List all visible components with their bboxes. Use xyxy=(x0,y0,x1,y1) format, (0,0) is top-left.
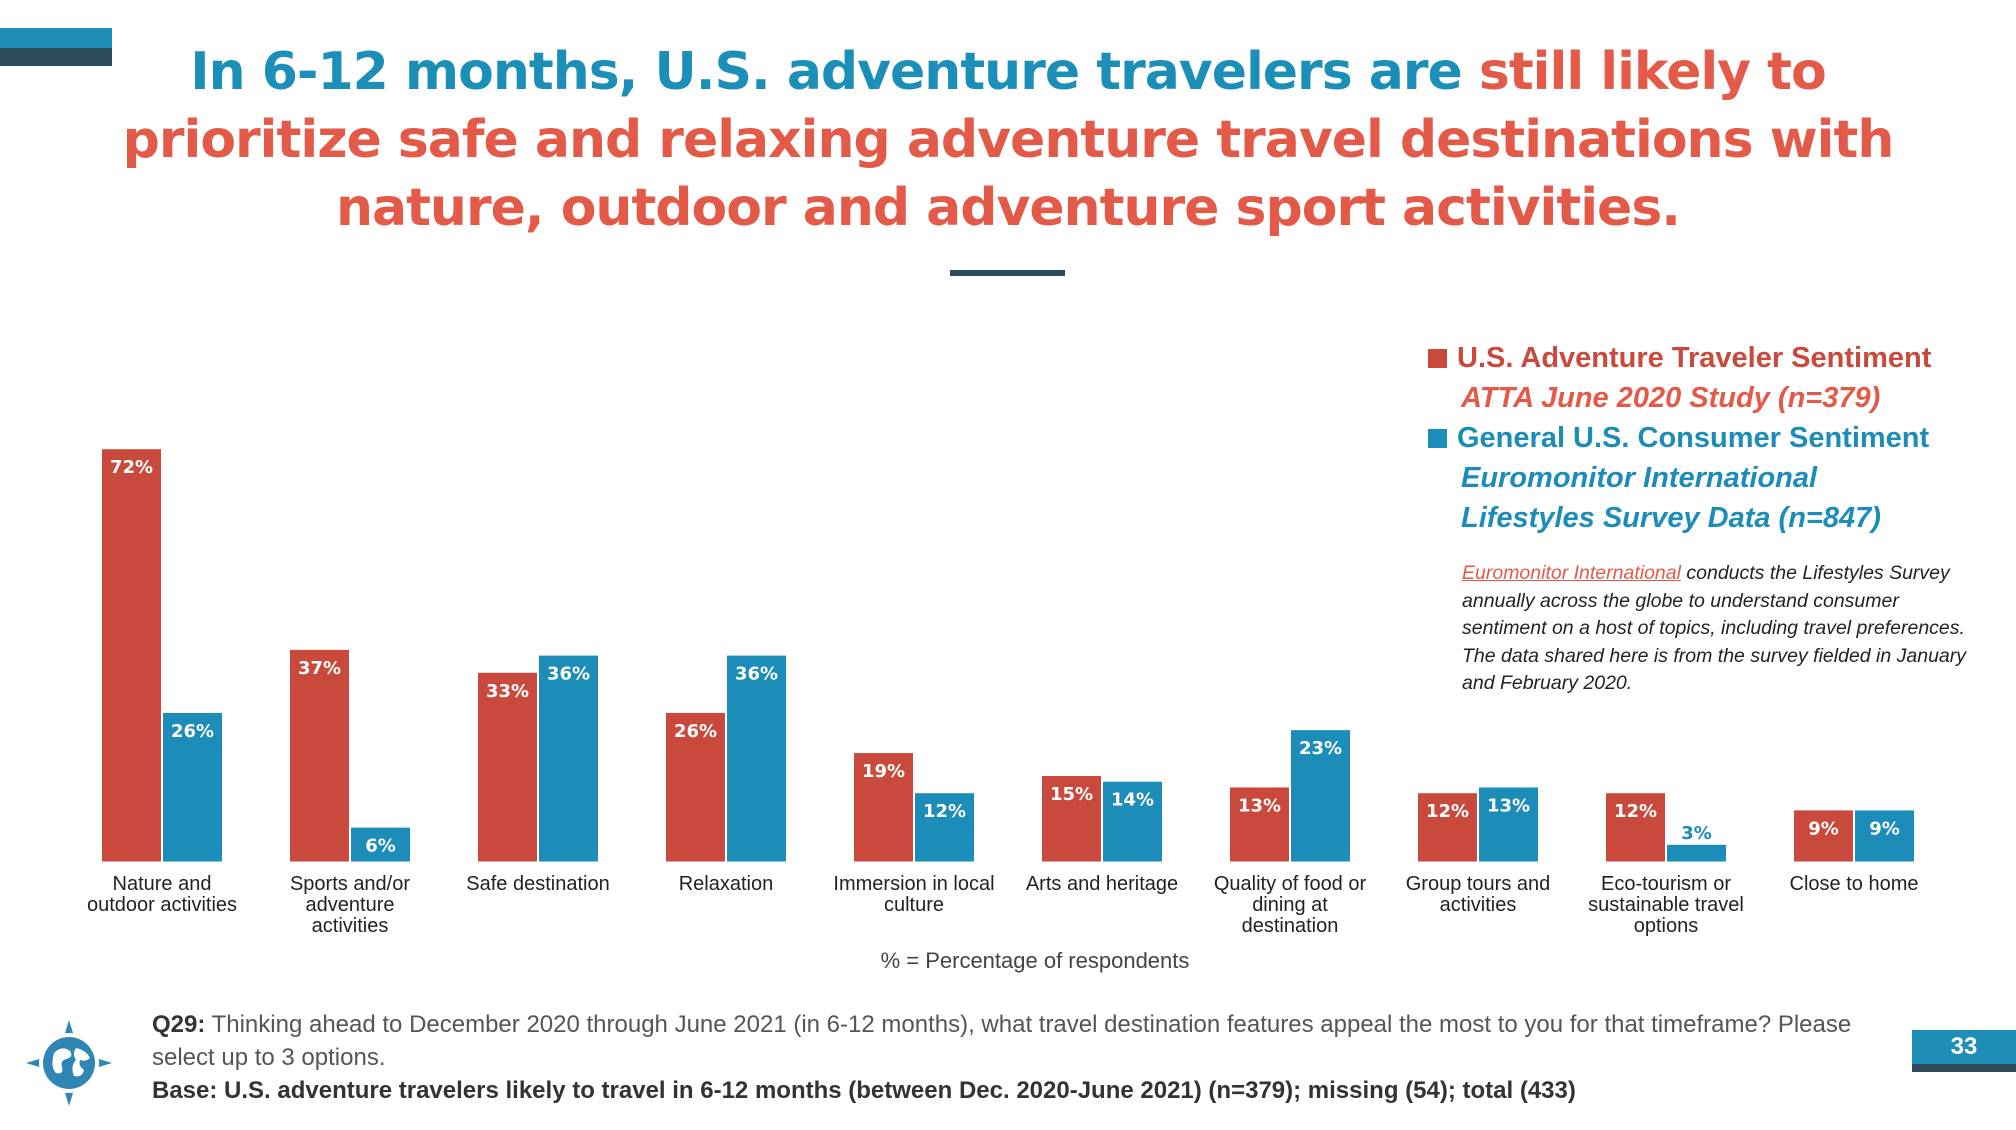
data-label-series2-1: 6% xyxy=(365,836,396,857)
header-accent-bar xyxy=(0,28,112,48)
legend-source-series2-line1: Euromonitor International xyxy=(1461,462,1818,494)
source-note-text: conducts the Lifestyles Survey annually … xyxy=(1462,562,1967,694)
category-label-9-line0: Close to home xyxy=(1790,873,1919,895)
bar-series1-7 xyxy=(1418,793,1477,862)
legend-item-series2: General U.S. Consumer Sentiment xyxy=(1428,418,1931,458)
data-label-series1-9: 9% xyxy=(1808,818,1839,839)
data-label-series2-5: 14% xyxy=(1111,790,1154,811)
bar-series1-9 xyxy=(1794,810,1853,862)
question-label: Q29: xyxy=(152,1011,206,1038)
data-label-series2-9: 9% xyxy=(1869,818,1900,839)
category-label-0-line1: outdoor activities xyxy=(87,894,237,916)
legend-label-series1: U.S. Adventure Traveler Sentiment xyxy=(1457,342,1932,374)
data-label-series1-5: 15% xyxy=(1050,784,1093,805)
data-label-series1-8: 12% xyxy=(1614,801,1657,822)
header-accent-bar-shadow xyxy=(0,48,112,66)
chart-legend: U.S. Adventure Traveler Sentiment ATTA J… xyxy=(1428,338,1931,538)
bar-series2-7 xyxy=(1479,787,1538,862)
category-label-1-line2: activities xyxy=(312,915,389,937)
slide-title: In 6-12 months, U.S. adventure travelers… xyxy=(60,38,1956,242)
data-label-series2-7: 13% xyxy=(1487,795,1530,816)
category-label-7-line1: activities xyxy=(1440,894,1517,916)
data-label-series2-8: 3% xyxy=(1681,823,1712,844)
category-label-7-line0: Group tours and xyxy=(1406,873,1551,895)
category-label-4-line0: Immersion in local xyxy=(833,873,994,895)
data-label-series1-7: 12% xyxy=(1426,801,1469,822)
category-label-1-line1: adventure xyxy=(306,894,395,916)
bar-series1-3 xyxy=(666,712,725,862)
bar-series2-2 xyxy=(539,655,598,862)
respondents-label: % = Percentage of respondents xyxy=(880,948,1190,973)
data-label-series2-2: 36% xyxy=(547,664,590,685)
data-label-series1-6: 13% xyxy=(1238,795,1281,816)
bar-series2-5 xyxy=(1103,781,1162,862)
bar-series1-1 xyxy=(290,649,349,862)
bar-series2-9 xyxy=(1855,810,1914,862)
euromonitor-link[interactable]: Euromonitor International xyxy=(1462,562,1681,584)
category-label-2-line0: Safe destination xyxy=(466,873,609,895)
bar-series2-0 xyxy=(163,712,222,862)
base-text: Base: U.S. adventure travelers likely to… xyxy=(152,1077,1576,1104)
category-label-5-line0: Arts and heritage xyxy=(1026,873,1178,895)
data-label-series1-4: 19% xyxy=(862,761,905,782)
legend-source-series2-line2: Lifestyles Survey Data (n=847) xyxy=(1461,502,1881,534)
legend-swatch-series2 xyxy=(1428,428,1447,448)
data-label-series1-0: 72% xyxy=(110,457,153,478)
category-label-4-line1: culture xyxy=(884,894,944,916)
data-label-series2-3: 36% xyxy=(735,664,778,685)
bar-series1-2 xyxy=(478,672,537,862)
title-underline xyxy=(950,270,1065,276)
category-label-8-line1: sustainable travel xyxy=(1588,894,1744,916)
category-label-6-line1: dining at xyxy=(1252,894,1328,916)
data-label-series1-3: 26% xyxy=(674,721,717,742)
page-number: 33 xyxy=(1912,1030,2016,1064)
slide-title-part1: In 6-12 months, U.S. adventure travelers… xyxy=(190,42,1479,102)
category-label-8-line0: Eco-tourism or xyxy=(1601,873,1731,895)
slide-title-part2: still likely to prioritize safe and rela… xyxy=(122,42,1895,238)
question-text: Thinking ahead to December 2020 through … xyxy=(152,1011,1852,1071)
data-label-series2-6: 23% xyxy=(1299,738,1342,759)
legend-source-series1: ATTA June 2020 Study (n=379) xyxy=(1461,382,1881,414)
bar-series2-3 xyxy=(727,655,786,862)
bar-series1-0 xyxy=(102,449,161,862)
category-label-8-line2: options xyxy=(1634,915,1699,937)
globe-compass-icon xyxy=(26,1020,112,1106)
legend-item-series1: U.S. Adventure Traveler Sentiment xyxy=(1428,338,1931,378)
bar-series2-8 xyxy=(1667,844,1726,862)
bar-series1-6 xyxy=(1230,787,1289,862)
category-label-0-line0: Nature and xyxy=(113,873,212,895)
page-number-shadow xyxy=(1912,1064,2016,1072)
source-note: Euromonitor International conducts the L… xyxy=(1462,560,1982,698)
data-label-series2-4: 12% xyxy=(923,801,966,822)
data-label-series2-0: 26% xyxy=(171,721,214,742)
category-label-6-line0: Quality of food or xyxy=(1214,873,1367,895)
legend-swatch-series1 xyxy=(1428,348,1447,368)
data-label-series1-2: 33% xyxy=(486,681,529,702)
bar-series1-4 xyxy=(854,753,913,862)
bar-series2-6 xyxy=(1291,730,1350,862)
legend-label-series2: General U.S. Consumer Sentiment xyxy=(1457,422,1930,454)
bar-series1-8 xyxy=(1606,793,1665,862)
category-label-3-line0: Relaxation xyxy=(679,873,774,895)
category-label-6-line2: destination xyxy=(1242,915,1339,937)
data-label-series1-1: 37% xyxy=(298,658,341,679)
bar-series1-5 xyxy=(1042,776,1101,862)
footer-question: Q29: Thinking ahead to December 2020 thr… xyxy=(152,1008,1872,1107)
category-label-1-line0: Sports and/or xyxy=(290,873,410,895)
bar-series2-1 xyxy=(351,827,410,862)
bar-series2-4 xyxy=(915,793,974,862)
